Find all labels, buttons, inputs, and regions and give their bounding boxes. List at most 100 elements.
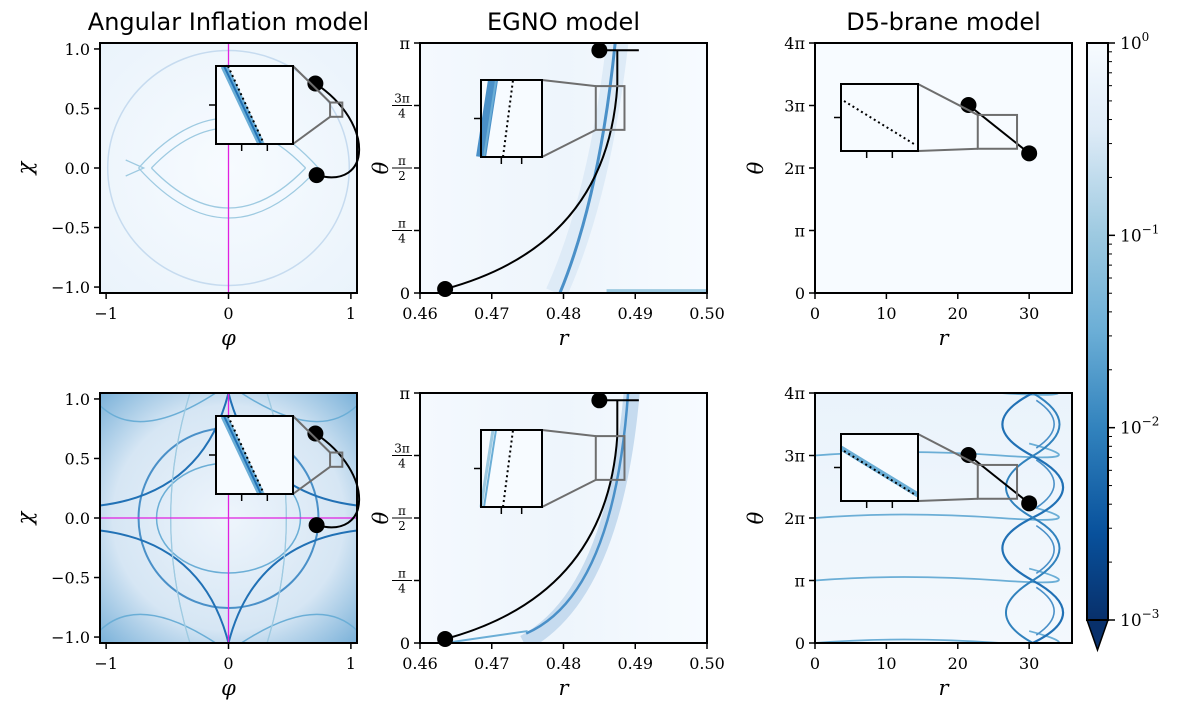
lobe xyxy=(227,529,357,643)
x-tick-label: −1 xyxy=(94,304,118,323)
inset-dotted-trajectory xyxy=(843,100,915,145)
heatmap-structures xyxy=(815,393,1064,643)
heatmap-structures xyxy=(546,43,707,293)
x-axis-label: r xyxy=(938,676,950,700)
y-tick-label: −1.0 xyxy=(51,628,90,647)
lobe xyxy=(1035,524,1055,575)
x-tick-label: 10 xyxy=(876,654,896,673)
inset-connector xyxy=(292,65,331,104)
y-tick-label: π xyxy=(399,384,410,403)
panel-1: −1 0 1 1.0 0.5 0.0 −0.5 −1.0 φ χ Angular Inflation… xyxy=(13,8,369,350)
zoom-region xyxy=(594,435,626,481)
inset-ridge xyxy=(839,445,920,498)
colorbar: 100 10−1 10−2 10−3 xyxy=(1086,30,1159,653)
y-tick-label: 0.5 xyxy=(65,99,90,118)
x-tick-label: 0 xyxy=(223,304,233,323)
inset-dotted-trajectory xyxy=(843,450,915,495)
x-tick-label: 0.49 xyxy=(617,304,653,323)
y-tick-label-denominator: 2 xyxy=(398,519,406,533)
y-tick-label: 3π xyxy=(784,96,805,115)
zoom-region xyxy=(329,101,344,118)
x-tick-label: 0.48 xyxy=(546,304,582,323)
trajectory-start-point xyxy=(308,167,325,184)
inset-dotted-trajectory xyxy=(227,415,265,495)
y-tick-label: 3π xyxy=(784,446,805,465)
y-tick-label: π xyxy=(794,221,805,240)
x-axis-label: r xyxy=(558,676,570,700)
panel-6: 0 10 20 30 0 π 2π 3π 4π r θ xyxy=(744,384,1073,700)
x-tick-label: 20 xyxy=(948,304,968,323)
y-tick-label-denominator: 4 xyxy=(398,232,406,246)
zoom-region xyxy=(976,113,1019,150)
ridge xyxy=(444,630,528,643)
trajectory-line xyxy=(967,104,1030,155)
inset-connector xyxy=(292,116,331,145)
x-tick-label: 0.46 xyxy=(402,304,438,323)
x-tick-label: 30 xyxy=(1019,654,1039,673)
panel-3: 0 10 20 30 0 π 2π 3π 4π r θ D5-brane model xyxy=(744,8,1073,350)
y-axis-label: χ xyxy=(13,160,37,176)
inset-background xyxy=(841,434,918,501)
x-tick-label: 20 xyxy=(948,654,968,673)
lobe xyxy=(240,393,357,423)
x-tick-label: 0 xyxy=(223,654,233,673)
y-tick-label: −0.5 xyxy=(51,219,90,238)
y-tick-label: π xyxy=(794,571,805,590)
x-tick-label: 0.50 xyxy=(689,654,725,673)
y-tick-label-numerator: π xyxy=(398,154,406,168)
y-axis-label: χ xyxy=(13,510,37,526)
y-tick-label: 0 xyxy=(795,284,805,303)
panel-title: Angular Inflation model xyxy=(88,8,369,36)
colorbar-tick-label: 100 xyxy=(1120,30,1149,54)
x-tick-label: 0.49 xyxy=(617,654,653,673)
inset-connector xyxy=(917,147,978,152)
lobe xyxy=(1035,459,1055,509)
y-tick-label: 0.5 xyxy=(65,449,90,468)
lobe xyxy=(100,393,217,423)
y-axis-label: θ xyxy=(369,511,393,524)
x-tick-label: 1 xyxy=(346,654,356,673)
y-tick-label: 2π xyxy=(784,509,805,528)
lobe xyxy=(100,613,217,643)
inset-ridge xyxy=(223,415,262,495)
heatmap-background xyxy=(815,43,1072,293)
inset-connector xyxy=(292,415,331,454)
x-axis-label: r xyxy=(558,326,570,350)
x-tick-label: 10 xyxy=(876,304,896,323)
trajectory-start-point xyxy=(308,517,325,534)
trajectory-end-point xyxy=(1021,495,1038,512)
x-tick-label: 0.46 xyxy=(402,654,438,673)
y-tick-label-numerator: π xyxy=(398,217,406,231)
zoom-region xyxy=(976,463,1019,500)
colorbar-tick-label: 10−1 xyxy=(1120,222,1159,246)
band xyxy=(815,567,1060,584)
lobe xyxy=(240,613,357,643)
band xyxy=(815,505,1060,521)
inset-ridge xyxy=(483,429,497,508)
y-tick-label: 4π xyxy=(784,384,805,403)
x-tick-label: 0.50 xyxy=(689,304,725,323)
heatmap-structures xyxy=(444,393,640,643)
zoom-region xyxy=(329,451,344,468)
y-tick-label-denominator: 4 xyxy=(398,457,406,471)
inset-ridge xyxy=(483,79,497,158)
y-tick-label-denominator: 2 xyxy=(398,169,406,183)
y-tick-label: 0.0 xyxy=(65,159,90,178)
arc xyxy=(125,159,146,177)
inset-connector xyxy=(541,478,597,508)
lobe xyxy=(100,529,230,643)
x-tick-label: 0.47 xyxy=(474,654,510,673)
y-tick-label-numerator: 3π xyxy=(394,92,410,106)
lobe xyxy=(1035,586,1055,636)
inset-connector xyxy=(917,83,979,116)
colorbar-tick-label: 10−2 xyxy=(1120,415,1159,439)
inset-connector xyxy=(292,466,331,495)
y-tick-label: 0.0 xyxy=(65,509,90,528)
y-axis-label: θ xyxy=(369,161,393,174)
inset-ridge xyxy=(479,429,495,508)
y-tick-label-numerator: π xyxy=(398,567,406,581)
x-tick-label: 0 xyxy=(810,304,820,323)
inset-connector xyxy=(541,128,597,158)
